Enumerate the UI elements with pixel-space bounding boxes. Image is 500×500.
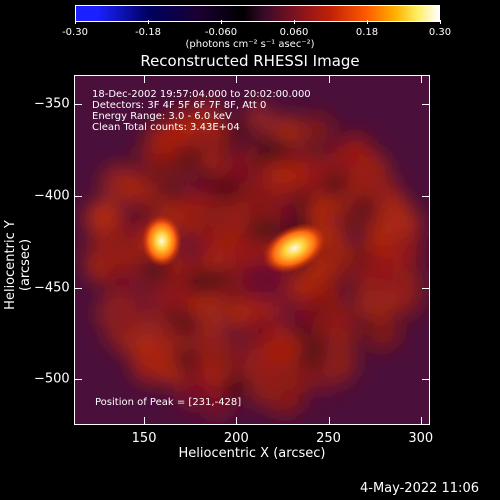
emission-blob — [122, 173, 150, 201]
rhessi-image — [75, 76, 429, 424]
colorbar-unit-label: (photons cm⁻² s⁻¹ asec⁻²) — [185, 39, 315, 50]
x-axis-label: Heliocentric X (arcsec) — [178, 446, 326, 461]
x-tick-label: 150 — [131, 431, 157, 446]
colorbar-tick-mark — [294, 20, 295, 24]
dark-void — [355, 251, 372, 268]
emission-blob — [352, 160, 383, 191]
dark-void — [186, 275, 202, 292]
x-tick-mark-top — [328, 75, 330, 83]
emission-blob — [245, 103, 274, 133]
emission-blob — [236, 347, 258, 369]
image-plot — [74, 75, 430, 425]
dark-void — [197, 168, 217, 188]
colorbar-tick-label: -0.18 — [135, 27, 161, 38]
x-tick-mark — [420, 417, 422, 425]
dark-void — [155, 160, 171, 176]
emission-blob — [282, 156, 322, 196]
x-tick-label: 250 — [316, 431, 341, 446]
y-tick-mark — [74, 287, 82, 289]
x-tick-mark — [328, 417, 330, 425]
dark-void — [172, 349, 197, 374]
colorbar-tick-mark — [148, 20, 149, 24]
emission-blob — [136, 347, 169, 380]
colorbar-tick-mark — [367, 20, 368, 24]
emission-blob — [115, 293, 144, 321]
dark-void — [323, 174, 348, 199]
dark-void — [228, 118, 253, 143]
y-tick-mark — [74, 195, 82, 197]
dark-void — [221, 372, 250, 401]
plot-title: Reconstructed RHESSI Image — [140, 52, 360, 70]
y-axis-label: Heliocentric Y (arcsec) — [3, 220, 33, 310]
dark-void — [178, 311, 202, 335]
emission-blob — [353, 278, 385, 310]
dark-void — [215, 177, 238, 199]
dark-void — [162, 305, 182, 324]
emission-blob — [389, 277, 412, 300]
dark-void — [350, 197, 375, 222]
bright-source — [262, 223, 327, 274]
x-tick-mark-top — [144, 75, 146, 83]
dark-void — [144, 205, 157, 219]
emission-blob — [106, 235, 135, 263]
y-tick-mark — [74, 104, 82, 106]
y-tick-label: −450 — [34, 280, 70, 296]
colorbar-tick-mark — [75, 20, 76, 24]
x-tick-label: 300 — [408, 431, 434, 446]
time-range-text: 18-Dec-2002 19:57:04.000 to 20:02:00.000 — [92, 89, 311, 100]
colorbar-tick-label: 0.30 — [428, 27, 452, 38]
peak-position-text: Position of Peak = [231,-428] — [95, 397, 242, 408]
emission-blob — [262, 332, 294, 364]
energy-range-text: Energy Range: 3.0 - 6.0 keV — [92, 111, 232, 122]
emission-blob — [382, 201, 421, 240]
emission-blob — [272, 296, 306, 330]
emission-blob — [192, 196, 234, 238]
detectors-text: Detectors: 3F 4F 5F 6F 7F 8F, Att 0 — [92, 100, 267, 111]
emission-blob — [325, 211, 346, 233]
dark-void — [323, 245, 338, 260]
clean-counts-text: Clean Total counts: 3.43E+04 — [92, 122, 240, 133]
dark-void — [218, 353, 233, 368]
y-tick-mark-right — [422, 195, 430, 197]
colorbar-tick-mark — [440, 20, 441, 24]
x-tick-mark-top — [236, 75, 238, 83]
y-tick-mark-right — [422, 379, 430, 381]
dark-void — [162, 178, 181, 197]
colorbar-tick-label: 0.060 — [279, 27, 309, 38]
colorbar-tick-label: -0.060 — [204, 27, 238, 38]
dark-void — [354, 314, 373, 333]
x-tick-mark — [144, 417, 146, 425]
y-tick-mark-right — [422, 104, 430, 106]
dark-void — [310, 301, 327, 319]
footer-date: 4-May-2022 11:06 — [360, 481, 479, 496]
x-tick-mark — [236, 417, 238, 425]
dark-void — [267, 136, 294, 162]
colorbar-tick-label: -0.30 — [62, 27, 88, 38]
dark-void — [294, 188, 314, 209]
dark-void — [246, 221, 270, 245]
dark-void — [298, 347, 322, 371]
emission-blob — [246, 314, 275, 343]
emission-blob — [304, 114, 335, 145]
y-tick-label: −500 — [34, 371, 70, 387]
dark-void — [290, 323, 310, 343]
emission-blob — [265, 377, 305, 417]
y-tick-mark — [74, 379, 82, 381]
colorbar-tick-mark — [221, 20, 222, 24]
emission-blob — [180, 234, 209, 263]
emission-blob — [103, 314, 141, 352]
emission-blob — [241, 186, 278, 223]
y-tick-label: −350 — [34, 96, 70, 112]
x-tick-label: 200 — [223, 431, 249, 446]
bright-source — [141, 214, 182, 267]
dark-void — [173, 154, 192, 173]
colorbar — [75, 5, 440, 22]
x-tick-mark-top — [420, 75, 422, 83]
colorbar-tick-label: 0.18 — [355, 27, 379, 38]
y-tick-mark-right — [422, 287, 430, 289]
y-tick-label: −400 — [34, 188, 70, 204]
